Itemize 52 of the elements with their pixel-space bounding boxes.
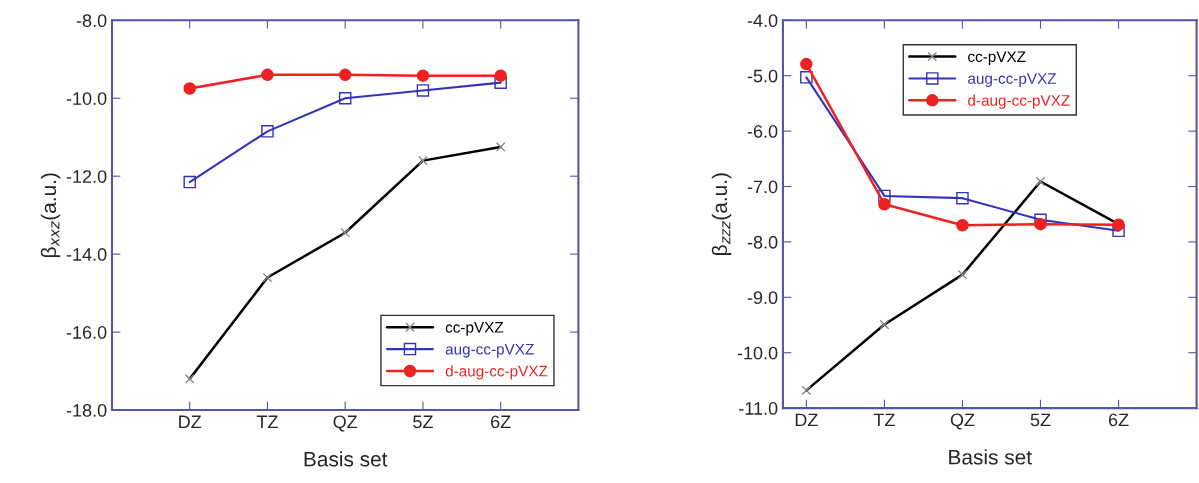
point — [261, 68, 274, 82]
point — [183, 175, 196, 189]
point — [878, 197, 891, 211]
point — [261, 125, 274, 138]
y-tick-label: -8.0 — [747, 235, 778, 249]
legend-label: aug-cc-pVXZ — [968, 73, 1057, 87]
y-tick-label: -4.0 — [747, 14, 778, 28]
point — [494, 69, 507, 82]
point — [956, 219, 969, 232]
x-tick-label: 5Z — [413, 415, 433, 429]
point — [800, 57, 813, 71]
x-tick-label: 6Z — [1108, 413, 1129, 427]
legend-label: cc-pVXZ — [445, 322, 504, 336]
y-tick-label: -8.0 — [76, 14, 107, 28]
point — [416, 84, 430, 97]
point — [800, 71, 813, 84]
legend-label: cc-pVXZ — [968, 51, 1026, 66]
x-tick-label: 6Z — [491, 415, 511, 429]
y-tick-label: -5.0 — [747, 69, 778, 83]
y-tick-label: -14.0 — [66, 248, 107, 261]
point — [416, 69, 430, 82]
point — [878, 189, 891, 203]
y-tick-label: -12.0 — [66, 170, 107, 183]
x-tick-label: QZ — [950, 413, 975, 430]
y-tick-label: -18.0 — [66, 404, 107, 417]
y-tick-label: -9.0 — [747, 291, 778, 305]
x-axis-title: Basis set — [304, 451, 388, 467]
legend-label: d-aug-cc-pVXZ — [445, 365, 548, 380]
y-tick-label: -16.0 — [66, 326, 107, 339]
y-tick-label: -7.0 — [747, 180, 778, 194]
point — [1112, 224, 1125, 238]
y-axis-title: β$_{zzz}$(a.u.) — [711, 173, 732, 255]
point — [1034, 217, 1047, 231]
point — [338, 91, 352, 105]
x-tick-label: DZ — [795, 413, 818, 427]
y-tick-label: -6.0 — [747, 125, 778, 138]
x-tick-label: 5Z — [1030, 413, 1051, 427]
y-tick-label: -10.0 — [737, 346, 778, 360]
point — [338, 68, 352, 82]
legend-label: aug-cc-pVXZ — [445, 343, 534, 358]
y-tick-label: -10.0 — [66, 92, 107, 105]
point — [956, 191, 969, 205]
legend-label: d-aug-cc-pVXZ — [968, 94, 1070, 109]
point — [183, 82, 196, 95]
y-axis-title: β$_{xxz}$(a.u.) — [40, 173, 61, 257]
point — [494, 76, 507, 89]
x-axis-title: Basis set — [949, 449, 1032, 465]
x-tick-label: QZ — [333, 415, 358, 432]
y-tick-label: -11.0 — [739, 402, 778, 415]
x-tick-label: TZ — [256, 415, 278, 429]
x-tick-label: DZ — [179, 415, 202, 429]
x-tick-label: TZ — [873, 413, 895, 427]
